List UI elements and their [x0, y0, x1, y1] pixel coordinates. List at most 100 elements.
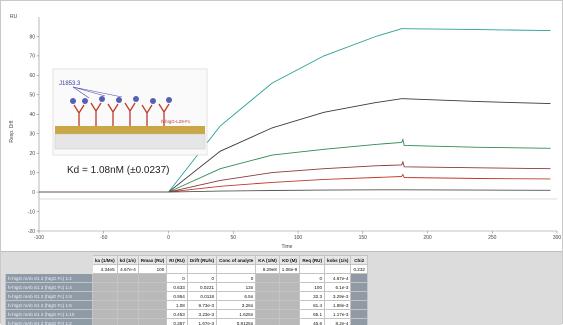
table-cell [93, 301, 118, 310]
x-tick-label: -50 [100, 235, 107, 241]
series-line-5 [39, 175, 551, 193]
table-cell [279, 274, 300, 283]
x-tick-label: 150 [359, 235, 368, 241]
kinetics-table-panel: ka (1/Ms) kd (1/s) Rmax (RU) RI (RU) Dri… [1, 251, 562, 325]
table-cell [93, 283, 118, 292]
table-cell: 0.954 [167, 292, 188, 301]
x-tick-label: 100 [294, 235, 303, 241]
table-cell [351, 292, 368, 301]
table-cell: 1.88e-3 [325, 301, 351, 310]
table-cell [93, 319, 118, 325]
header-KD: KD (M) [279, 256, 300, 265]
table-cell: 1.08e-9 [279, 265, 300, 274]
row-label: h-hIgG mAb S1 2 (hIgG Fc) 1:10 [6, 310, 93, 319]
x-tick-label: 50 [230, 235, 236, 241]
table-cell: 8.2e-4 [325, 319, 351, 325]
y-tick-label: 30 [29, 132, 35, 138]
table-cell [117, 310, 138, 319]
table-cell [138, 292, 166, 301]
table-cell [138, 283, 166, 292]
y-tick-label: 70 [29, 54, 35, 60]
table-cell: 1.17e-3 [325, 310, 351, 319]
inset-diagram: J1853.3 h-hIgG-L29-Fc [53, 69, 207, 155]
table-cell [256, 274, 279, 283]
table-cell: 65.1 [300, 310, 325, 319]
table-cell: 100 [138, 265, 166, 274]
header-KA: KA (1/M) [256, 256, 279, 265]
table-cell [279, 301, 300, 310]
table-cell: 46.6 [300, 319, 325, 325]
table-cell: 0.0118 [187, 292, 216, 301]
table-cell [279, 319, 300, 325]
header-drift: Drift (RU/s) [187, 256, 216, 265]
table-cell [138, 301, 166, 310]
table-cell [351, 274, 368, 283]
table-cell [351, 301, 368, 310]
table-cell: 3.29e-3 [325, 292, 351, 301]
header-kd: kd (1/s) [117, 256, 138, 265]
header-req: Req (RU) [300, 256, 325, 265]
table-cell: 100 [300, 283, 325, 292]
y-tick-label: 40 [29, 112, 35, 118]
table-cell [117, 283, 138, 292]
kd-annotation: Kd = 1.08nM (±0.0237) [67, 165, 170, 176]
table-cell [325, 265, 351, 274]
row-label: h-hIgG mAb S1 2 (hIgG Fc) 1:2 [6, 274, 93, 283]
table-cell: 0.8125n [217, 319, 256, 325]
table-cell [279, 283, 300, 292]
table-cell [187, 265, 216, 274]
y-axis-title: Resp. Diff. [9, 119, 15, 142]
inset-substrate [55, 134, 205, 149]
table-cell: 0 [300, 274, 325, 283]
table-cell [93, 310, 118, 319]
table-cell: 6.5n [217, 292, 256, 301]
table-cell [138, 310, 166, 319]
x-tick-label: 0 [167, 235, 170, 241]
header-conc: Conc of analyte [217, 256, 256, 265]
table-cell: 3.23e-3 [187, 310, 216, 319]
table-cell: 0.232 [351, 265, 368, 274]
table-cell [351, 283, 368, 292]
table-cell [138, 274, 166, 283]
table-cell: 0 [217, 274, 256, 283]
table-header-row: ka (1/Ms) kd (1/s) Rmax (RU) RI (RU) Dri… [6, 256, 368, 265]
table-cell [117, 301, 138, 310]
y-tick-label: 80 [29, 34, 35, 40]
table-cell [256, 283, 279, 292]
table-cell [351, 319, 368, 325]
y-tick-label: 50 [29, 93, 35, 99]
y-tick-label: -10 [28, 209, 35, 215]
table-cell [256, 292, 279, 301]
table-cell: 1.67e-3 [187, 319, 216, 325]
table-cell: 3.26n [217, 301, 256, 310]
table-cell: 1.08 [167, 301, 188, 310]
table-cell: 9.29e8 [256, 265, 279, 274]
table-cell [217, 265, 256, 274]
table-cell: 0.0221 [187, 283, 216, 292]
table-cell: 81.4 [300, 301, 325, 310]
table-cell: 9.73e-3 [187, 301, 216, 310]
y-tick-label: 10 [29, 170, 35, 176]
row-label [6, 265, 93, 274]
table-cell [256, 319, 279, 325]
x-axis-title: Time [282, 244, 293, 250]
inset-label-left: J1853.3 [59, 81, 81, 87]
table-cell [300, 265, 325, 274]
y-tick-label: 20 [29, 151, 35, 157]
table-cell: 32.3 [300, 292, 325, 301]
y-tick-label: -20 [28, 229, 35, 235]
table-cell: 0 [187, 274, 216, 283]
y-tick-label: 60 [29, 73, 35, 79]
x-tick-label: 200 [423, 235, 432, 241]
x-tick-label: -100 [34, 235, 44, 241]
header-ri: RI (RU) [167, 256, 188, 265]
table-cell [138, 319, 166, 325]
y-tick-label: 0 [32, 190, 35, 196]
